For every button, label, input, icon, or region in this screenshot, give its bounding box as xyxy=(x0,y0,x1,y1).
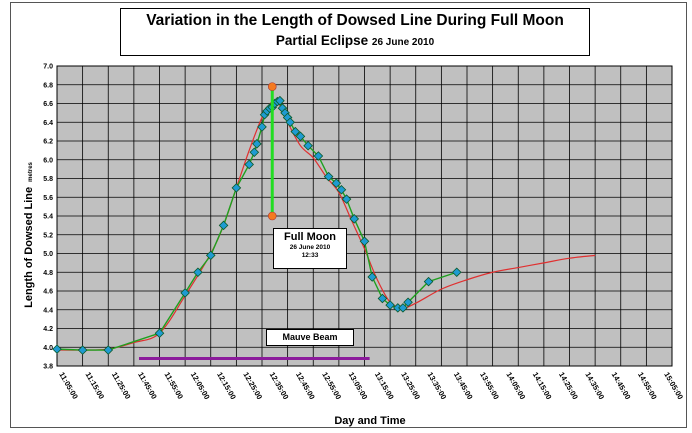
series-markers xyxy=(52,95,462,355)
data-point-marker xyxy=(77,345,88,355)
data-point-marker xyxy=(323,171,334,182)
x-tick-label: 11:45:00 xyxy=(136,371,159,401)
y-tick-label: 5.6 xyxy=(43,195,53,202)
x-tick-label: 11:05:00 xyxy=(57,371,80,401)
y-axis-title: Length of Dowsed Line metres xyxy=(23,161,35,307)
chart-subtitle: Partial Eclipse 26 June 2010 xyxy=(121,33,589,48)
full-moon-time: 12:33 xyxy=(301,252,319,259)
y-tick-label: 4.0 xyxy=(43,345,53,352)
x-tick-label: 12:55:00 xyxy=(320,371,343,402)
x-tick-label: 14:45:00 xyxy=(610,371,633,402)
y-tick-label: 5.8 xyxy=(43,176,53,183)
data-point-marker xyxy=(275,95,285,106)
data-point-marker xyxy=(367,272,377,282)
y-tick-label: 5.4 xyxy=(43,214,53,221)
data-point-marker xyxy=(218,220,229,231)
y-tick-label: 6.8 xyxy=(43,82,53,89)
y-tick-label: 7.0 xyxy=(43,64,53,71)
chart-title: Variation in the Length of Dowsed Line D… xyxy=(146,12,564,29)
x-tick-label: 13:55:00 xyxy=(478,371,501,402)
mauve-beam-label: Mauve Beam xyxy=(266,329,354,346)
y-tick-label: 6.4 xyxy=(43,120,53,127)
full-moon-marker xyxy=(267,82,277,221)
y-tick-label: 5.0 xyxy=(43,251,53,258)
full-moon-date: 26 June 2010 xyxy=(289,244,331,251)
x-tick-label: 14:35:00 xyxy=(583,371,606,402)
y-tick-label: 4.4 xyxy=(43,307,53,314)
subtitle-date: 26 June 2010 xyxy=(371,37,435,48)
y-tick-label: 3.8 xyxy=(43,364,53,371)
x-tick-label: 12:15:00 xyxy=(215,371,238,402)
data-point-marker xyxy=(385,300,395,310)
data-point-marker xyxy=(252,139,262,149)
data-point-marker xyxy=(295,131,306,142)
data-point-marker xyxy=(257,122,267,132)
data-point-marker xyxy=(290,126,301,137)
x-tick-label: 11:55:00 xyxy=(162,371,185,401)
subtitle-text: Partial Eclipse xyxy=(275,33,369,48)
full-moon-top-dot xyxy=(267,82,277,91)
y-tick-label: 6.0 xyxy=(43,157,53,164)
data-point-marker xyxy=(377,293,388,304)
x-tick-label: 14:25:00 xyxy=(557,371,580,402)
x-tick-labels: 11:05:00 11:15:00 11:25:00 11:45:00 11:55:00… xyxy=(57,371,685,402)
data-point-marker xyxy=(349,214,360,224)
x-tick-label: 13:05:00 xyxy=(347,371,370,402)
data-point-marker xyxy=(103,345,114,355)
data-point-marker xyxy=(336,184,347,195)
x-tick-label: 14:05:00 xyxy=(504,371,527,402)
data-point-marker xyxy=(303,140,313,151)
data-point-marker xyxy=(403,297,413,308)
data-point-marker xyxy=(451,267,462,278)
data-point-marker xyxy=(285,117,295,128)
x-tick-label: 13:15:00 xyxy=(373,371,396,402)
x-tick-label: 15:05:00 xyxy=(662,371,685,402)
data-point-marker xyxy=(193,267,203,278)
y-tick-labels: 3.8 4.0 4.2 4.4 4.6 4.8 5.0 5.2 5.4 5.6 5.8 6.0 6.2 6… xyxy=(43,64,53,371)
y-tick-label: 4.6 xyxy=(43,289,53,296)
chart-title-box: Variation in the Length of Dowsed Line D… xyxy=(120,8,590,56)
y-tick-label: 4.2 xyxy=(43,326,53,333)
y-tick-label: 4.8 xyxy=(43,270,53,277)
full-moon-annotation: Full Moon 26 June 2010 12:33 xyxy=(273,228,347,269)
data-point-marker xyxy=(341,194,352,204)
full-moon-bottom-dot xyxy=(267,211,277,221)
data-point-marker xyxy=(244,159,254,170)
y-tick-label: 5.2 xyxy=(43,232,53,239)
data-point-marker xyxy=(180,288,190,298)
x-tick-label: 12:35:00 xyxy=(268,371,291,402)
y-tick-label: 6.6 xyxy=(43,101,53,108)
x-tick-label: 13:45:00 xyxy=(452,371,475,402)
data-point-marker xyxy=(393,303,403,313)
x-tick-label: 12:05:00 xyxy=(189,371,212,402)
x-tick-label: 13:35:00 xyxy=(426,371,449,402)
full-moon-title: Full Moon xyxy=(284,231,336,243)
data-point-marker xyxy=(398,303,408,313)
grid-lines xyxy=(56,65,673,367)
data-point-marker xyxy=(52,344,62,354)
data-point-marker xyxy=(154,328,165,338)
x-tick-label: 11:15:00 xyxy=(84,371,107,401)
x-tick-label: 12:25:00 xyxy=(241,371,264,402)
x-tick-label: 14:15:00 xyxy=(531,371,554,402)
data-point-marker xyxy=(331,178,342,188)
x-tick-label: 12:45:00 xyxy=(294,371,317,402)
x-tick-label: 11:25:00 xyxy=(110,371,133,401)
data-point-marker xyxy=(359,236,370,247)
x-tick-label: 13:25:00 xyxy=(399,371,422,402)
data-point-marker xyxy=(205,250,216,261)
data-point-marker xyxy=(423,276,434,287)
data-point-marker xyxy=(231,183,242,193)
data-point-marker xyxy=(249,147,260,158)
x-axis-title: Day and Time xyxy=(334,415,405,427)
data-point-marker xyxy=(313,151,324,161)
y-tick-label: 6.2 xyxy=(43,139,53,146)
x-tick-label: 14:55:00 xyxy=(636,371,659,402)
